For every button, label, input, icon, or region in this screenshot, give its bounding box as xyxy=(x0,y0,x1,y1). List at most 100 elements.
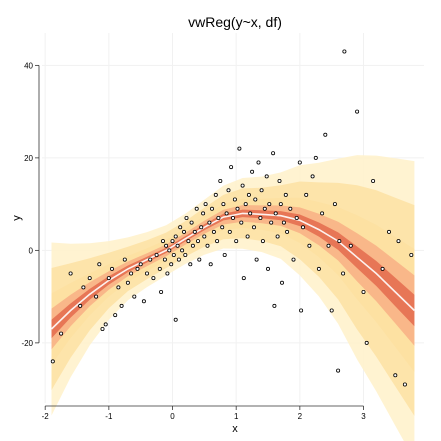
data-point xyxy=(297,160,302,165)
data-point xyxy=(259,188,264,193)
data-point xyxy=(224,211,229,216)
data-point xyxy=(171,252,176,257)
data-point xyxy=(129,271,134,276)
data-point xyxy=(135,266,140,271)
data-point xyxy=(256,160,261,165)
data-point xyxy=(103,322,108,327)
data-point xyxy=(148,257,153,262)
data-point xyxy=(181,229,186,234)
data-point xyxy=(167,248,172,253)
data-point xyxy=(329,308,334,313)
data-point xyxy=(207,220,212,225)
data-point xyxy=(195,239,200,244)
data-point xyxy=(157,266,162,271)
data-point xyxy=(235,206,240,211)
data-point xyxy=(337,239,342,244)
data-point xyxy=(273,211,278,216)
x-axis-label: x xyxy=(232,423,238,435)
median-line xyxy=(50,212,415,330)
data-point xyxy=(226,188,231,193)
data-point xyxy=(189,220,194,225)
data-point xyxy=(178,225,183,230)
band-inner xyxy=(51,205,415,350)
chart-title: vwReg(y~x, df) xyxy=(188,14,282,30)
data-point xyxy=(245,234,250,239)
data-point xyxy=(316,266,321,271)
data-point xyxy=(285,229,290,234)
data-point xyxy=(154,252,159,257)
x-tick-label: 0 xyxy=(170,412,175,421)
data-point xyxy=(254,257,259,262)
y-tick-label: -20 xyxy=(21,339,33,348)
data-point xyxy=(253,197,258,202)
axes: -2 -1 0 1 2 3 -20 0 20 40 xyxy=(21,61,366,421)
data-point xyxy=(320,211,325,216)
data-point xyxy=(180,248,185,253)
data-point xyxy=(241,276,246,281)
data-point xyxy=(258,215,263,220)
data-point xyxy=(291,257,296,262)
data-point xyxy=(304,192,309,197)
data-point xyxy=(165,271,170,276)
data-point xyxy=(144,271,149,276)
data-point xyxy=(169,262,174,267)
data-point xyxy=(215,239,220,244)
data-point xyxy=(209,206,214,211)
data-point xyxy=(310,174,315,179)
data-point xyxy=(278,202,283,207)
data-point xyxy=(164,243,169,248)
data-point xyxy=(110,266,115,271)
data-point xyxy=(100,326,105,331)
data-point xyxy=(194,206,199,211)
data-point xyxy=(364,340,369,345)
data-point xyxy=(275,234,280,239)
data-point xyxy=(216,215,221,220)
data-point xyxy=(229,165,234,170)
y-tick-label: 40 xyxy=(24,61,33,70)
data-point xyxy=(396,239,401,244)
data-point xyxy=(248,211,253,216)
data-point xyxy=(262,206,267,211)
data-point xyxy=(246,192,251,197)
data-point xyxy=(59,331,64,336)
data-point xyxy=(251,225,256,230)
data-point xyxy=(323,132,328,137)
data-point xyxy=(197,257,202,262)
data-point xyxy=(283,192,288,197)
y-tick-label: 20 xyxy=(24,154,33,163)
x-tick-label: 2 xyxy=(298,412,303,421)
data-point xyxy=(132,294,137,299)
data-point xyxy=(355,109,360,114)
data-point xyxy=(173,317,178,322)
data-point xyxy=(81,285,86,290)
data-point xyxy=(288,206,293,211)
data-point xyxy=(201,211,206,216)
data-point xyxy=(119,303,124,308)
data-point xyxy=(203,202,208,207)
data-point xyxy=(269,220,274,225)
data-point xyxy=(138,262,143,267)
data-point xyxy=(402,382,407,387)
data-point xyxy=(281,220,286,225)
data-point xyxy=(342,49,347,54)
data-point xyxy=(279,280,284,285)
data-point xyxy=(213,192,218,197)
data-point xyxy=(183,252,188,257)
data-point xyxy=(78,303,83,308)
data-point xyxy=(218,178,223,183)
data-point xyxy=(160,239,165,244)
data-point xyxy=(234,239,239,244)
data-point xyxy=(141,299,146,304)
data-point xyxy=(192,229,197,234)
data-points xyxy=(50,49,414,387)
data-point xyxy=(220,225,225,230)
data-point xyxy=(348,243,353,248)
median-fit-line xyxy=(50,212,415,330)
data-point xyxy=(125,280,130,285)
data-point xyxy=(227,229,232,234)
y-axis-label: y xyxy=(11,215,23,221)
data-point xyxy=(221,202,226,207)
data-point xyxy=(222,252,227,257)
data-point xyxy=(294,215,299,220)
data-point xyxy=(240,183,245,188)
